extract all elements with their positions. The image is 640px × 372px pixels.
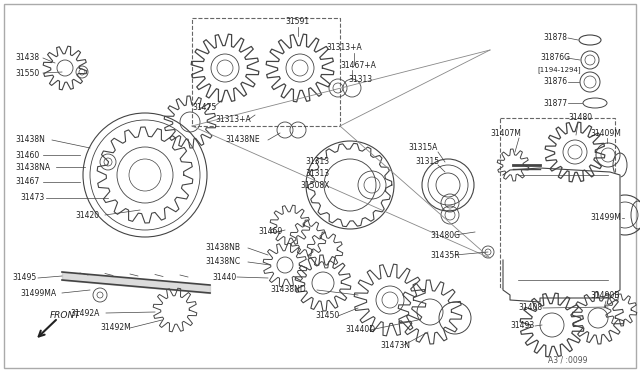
Text: 31499M: 31499M [590,214,621,222]
Text: 31435R: 31435R [430,250,460,260]
Text: A3 / :0099: A3 / :0099 [548,356,588,365]
Text: 31469: 31469 [258,228,282,237]
Text: 31550: 31550 [15,68,39,77]
Text: 31407M: 31407M [490,128,521,138]
Text: 31473N: 31473N [380,340,410,350]
Bar [192,18,340,126]
Text: 31408: 31408 [518,304,542,312]
Text: 31460: 31460 [15,151,39,160]
Text: 31508X: 31508X [300,180,330,189]
Text: 31878: 31878 [543,33,567,42]
Text: 31438: 31438 [15,54,39,62]
Text: 31492A: 31492A [70,308,99,317]
Text: 31313: 31313 [305,157,329,167]
Text: 31438NA: 31438NA [15,163,50,171]
Text: 31313: 31313 [305,169,329,177]
Polygon shape [503,168,620,302]
Text: 31876: 31876 [543,77,567,87]
Text: [1194-1294]: [1194-1294] [537,67,580,73]
Text: 31467+A: 31467+A [340,61,376,70]
Text: 31877: 31877 [543,99,567,108]
Bar [500,118,615,288]
Text: 31876G: 31876G [540,54,570,62]
Text: 31313+A: 31313+A [215,115,251,125]
Text: FRONT: FRONT [50,311,81,320]
Text: 31438NC: 31438NC [205,257,240,266]
Text: 31315: 31315 [415,157,439,167]
Text: 31450: 31450 [315,311,339,321]
Text: 31473: 31473 [20,193,44,202]
Text: 31480G: 31480G [430,231,460,240]
Text: 31499MA: 31499MA [20,289,56,298]
Text: 31467: 31467 [15,177,39,186]
Text: 31490B: 31490B [590,292,620,301]
Text: 31495: 31495 [12,273,36,282]
Text: 31492M: 31492M [100,324,131,333]
Text: 31420: 31420 [75,211,99,219]
Text: 31313: 31313 [348,76,372,84]
Text: 31313+A: 31313+A [326,44,362,52]
Text: 31475: 31475 [192,103,216,112]
Text: 31591: 31591 [285,17,309,26]
Text: 31438ND: 31438ND [270,285,306,295]
Text: 31438NE: 31438NE [225,135,260,144]
Text: 31440D: 31440D [345,326,375,334]
Text: 31493: 31493 [510,321,534,330]
Text: 31438N: 31438N [15,135,45,144]
Text: 31438NB: 31438NB [205,244,240,253]
Text: 31409M: 31409M [590,128,621,138]
Text: 31480: 31480 [568,113,592,122]
Text: 31440: 31440 [212,273,236,282]
Text: 31315A: 31315A [408,144,437,153]
